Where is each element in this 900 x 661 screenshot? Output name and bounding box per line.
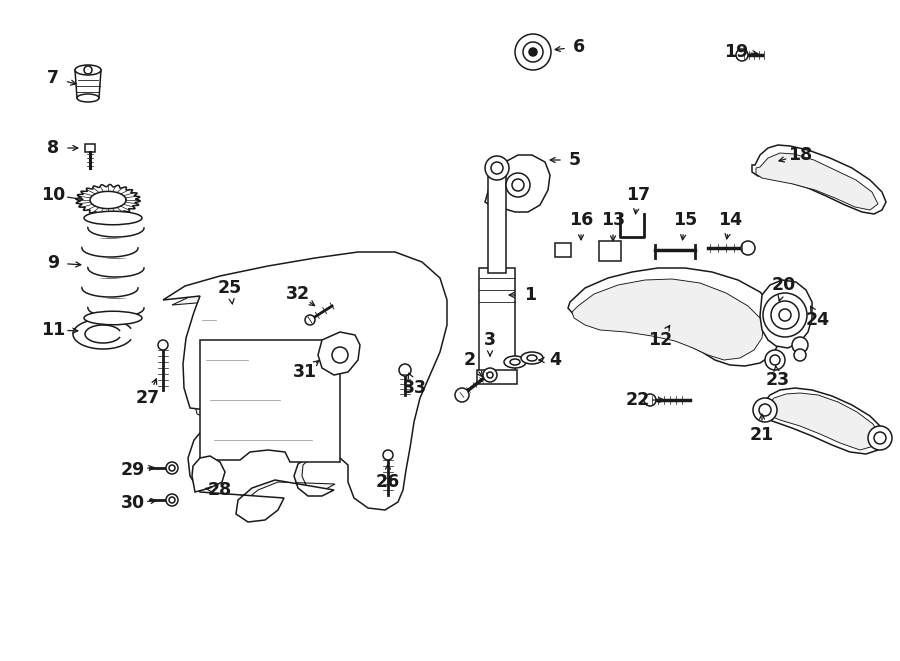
Text: 29: 29	[121, 461, 145, 479]
Text: 4: 4	[549, 351, 561, 369]
Polygon shape	[163, 252, 447, 522]
Text: 1: 1	[524, 286, 536, 304]
Text: 28: 28	[208, 481, 232, 499]
Text: 26: 26	[376, 473, 400, 491]
Circle shape	[169, 465, 175, 471]
Text: 27: 27	[136, 389, 160, 407]
Polygon shape	[764, 393, 880, 450]
Circle shape	[487, 372, 493, 378]
Text: 21: 21	[750, 426, 774, 444]
Text: 31: 31	[292, 363, 317, 381]
Circle shape	[455, 388, 469, 402]
Ellipse shape	[527, 355, 537, 361]
Text: 33: 33	[403, 379, 427, 397]
Polygon shape	[200, 340, 340, 462]
Polygon shape	[760, 280, 812, 348]
Circle shape	[770, 355, 780, 365]
Polygon shape	[172, 260, 435, 516]
Circle shape	[383, 450, 393, 460]
Circle shape	[779, 309, 791, 321]
Text: 2: 2	[464, 351, 476, 369]
Ellipse shape	[77, 94, 99, 102]
Circle shape	[158, 340, 168, 350]
Text: 11: 11	[40, 321, 65, 339]
FancyBboxPatch shape	[599, 241, 621, 261]
Circle shape	[874, 432, 886, 444]
Text: 13: 13	[601, 211, 626, 229]
Polygon shape	[572, 279, 764, 360]
Text: 6: 6	[573, 38, 585, 56]
FancyBboxPatch shape	[555, 243, 571, 257]
Circle shape	[741, 241, 755, 255]
Circle shape	[794, 349, 806, 361]
Circle shape	[491, 162, 503, 174]
Circle shape	[512, 179, 524, 191]
Polygon shape	[760, 388, 884, 454]
Text: 10: 10	[40, 186, 65, 204]
Polygon shape	[90, 192, 126, 209]
Circle shape	[753, 398, 777, 422]
Circle shape	[644, 394, 656, 406]
Text: 23: 23	[766, 371, 790, 389]
Circle shape	[523, 42, 543, 62]
FancyBboxPatch shape	[85, 144, 95, 152]
Polygon shape	[73, 319, 130, 349]
Text: 8: 8	[47, 139, 59, 157]
Circle shape	[305, 315, 315, 325]
Ellipse shape	[75, 65, 101, 75]
Text: 5: 5	[569, 151, 581, 169]
Circle shape	[736, 49, 748, 61]
Polygon shape	[485, 155, 550, 212]
Circle shape	[169, 497, 175, 503]
Polygon shape	[756, 153, 878, 210]
Text: 14: 14	[718, 211, 742, 229]
Circle shape	[485, 156, 509, 180]
Text: 12: 12	[648, 331, 672, 349]
Circle shape	[771, 301, 799, 329]
Circle shape	[166, 494, 178, 506]
Text: 20: 20	[772, 276, 796, 294]
Text: 17: 17	[626, 186, 650, 204]
Circle shape	[515, 34, 551, 70]
Text: 15: 15	[673, 211, 698, 229]
Text: 22: 22	[626, 391, 650, 409]
Polygon shape	[75, 70, 101, 98]
Circle shape	[792, 337, 808, 353]
Circle shape	[763, 293, 807, 337]
Text: 16: 16	[569, 211, 593, 229]
FancyBboxPatch shape	[479, 268, 515, 373]
Text: 30: 30	[121, 494, 145, 512]
FancyBboxPatch shape	[477, 370, 517, 384]
Text: 24: 24	[806, 311, 830, 329]
Text: 9: 9	[47, 254, 59, 272]
Polygon shape	[192, 456, 225, 492]
Circle shape	[506, 173, 530, 197]
Circle shape	[765, 350, 785, 370]
Ellipse shape	[510, 359, 520, 365]
Circle shape	[332, 347, 348, 363]
Circle shape	[759, 404, 771, 416]
Circle shape	[399, 364, 411, 376]
Text: 3: 3	[484, 331, 496, 349]
Polygon shape	[752, 145, 886, 214]
Polygon shape	[568, 268, 782, 366]
Circle shape	[84, 66, 92, 74]
Circle shape	[529, 48, 537, 56]
Polygon shape	[76, 184, 140, 215]
Ellipse shape	[84, 212, 142, 225]
Ellipse shape	[84, 311, 142, 325]
Ellipse shape	[504, 356, 526, 368]
Text: 7: 7	[47, 69, 59, 87]
Circle shape	[483, 368, 497, 382]
Circle shape	[868, 426, 892, 450]
Circle shape	[166, 462, 178, 474]
Text: 25: 25	[218, 279, 242, 297]
Text: 32: 32	[286, 285, 310, 303]
Ellipse shape	[521, 352, 543, 364]
Text: 18: 18	[788, 146, 812, 164]
Text: 19: 19	[724, 43, 748, 61]
Polygon shape	[318, 332, 360, 375]
FancyBboxPatch shape	[488, 175, 506, 273]
